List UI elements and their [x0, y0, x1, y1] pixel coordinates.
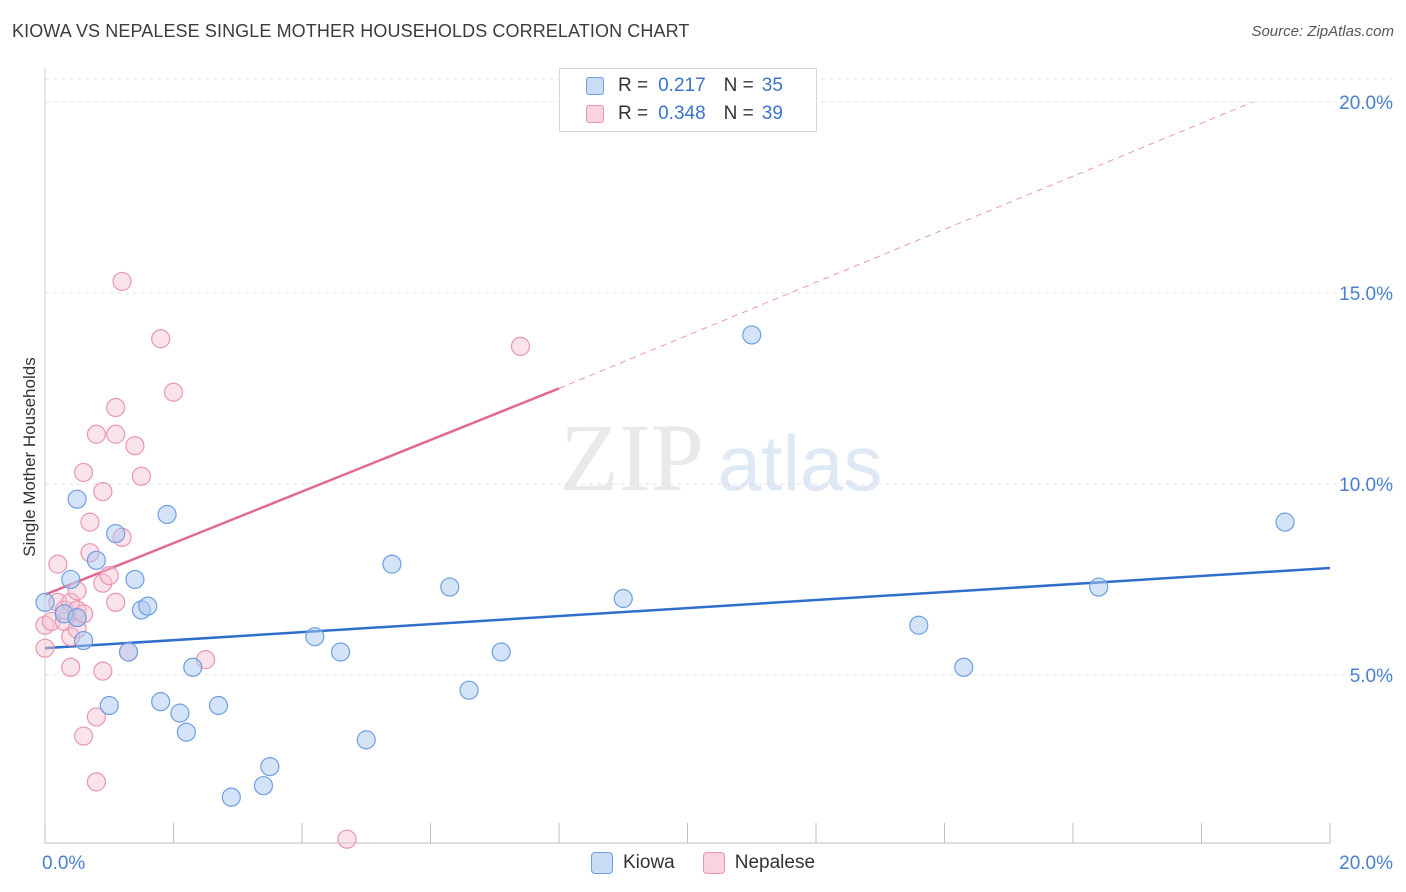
nepalese-point	[106, 397, 126, 418]
nepalese-point	[73, 462, 94, 483]
kiowa-point	[170, 703, 190, 723]
kiowa-point	[1275, 512, 1295, 532]
correlation-legend: R = 0.217 N = 35 R = 0.348 N = 39	[559, 68, 817, 132]
nepalese-legend-swatch	[702, 852, 725, 874]
nepalese-point	[35, 638, 55, 658]
nepalese-point	[163, 382, 184, 402]
nepalese-point	[86, 707, 107, 727]
nepalese-point	[99, 565, 119, 586]
nepalese-r-value: 0.348	[658, 103, 706, 124]
watermark: ZIP atlas	[560, 404, 882, 511]
kiowa-point	[151, 692, 171, 712]
kiowa-point	[742, 325, 762, 345]
nepalese-point	[337, 829, 357, 849]
y-axis-label: Single Mother Households	[20, 357, 39, 556]
r-label: R =	[618, 103, 649, 124]
nepalese-swatch	[586, 105, 604, 123]
nepalese-point	[106, 424, 126, 444]
data-points	[35, 271, 1295, 849]
kiowa-point	[253, 776, 274, 796]
kiowa-point	[125, 569, 145, 590]
kiowa-point	[440, 577, 460, 597]
nepalese-point	[80, 512, 100, 532]
kiowa-point	[330, 642, 351, 662]
legend-item-nepalese[interactable]: Nepalese	[702, 852, 816, 874]
nepalese-point	[510, 336, 531, 356]
kiowa-trend-line	[44, 566, 1331, 650]
kiowa-point	[67, 608, 87, 628]
kiowa-point	[61, 569, 81, 590]
nepalese-point	[86, 772, 107, 792]
nepalese-point	[93, 661, 113, 681]
nepalese-point	[93, 573, 113, 593]
nepalese-point	[131, 466, 151, 486]
kiowa-point	[118, 642, 139, 662]
n-label: N =	[723, 75, 754, 96]
nepalese-point	[86, 424, 107, 444]
kiowa-point	[613, 588, 633, 609]
watermark-atlas: atlas	[718, 419, 883, 507]
kiowa-point	[221, 787, 241, 807]
y-tick-label: 20.0%	[1339, 93, 1393, 114]
kiowa-legend-label: Kiowa	[622, 852, 675, 873]
r-label: R =	[618, 75, 649, 96]
nepalese-point	[73, 726, 94, 746]
kiowa-point	[1089, 577, 1109, 597]
kiowa-point	[260, 756, 280, 777]
nepalese-point	[151, 329, 171, 349]
nepalese-point	[112, 271, 132, 292]
kiowa-swatch	[586, 77, 604, 95]
kiowa-point	[157, 504, 177, 525]
legend-item-kiowa[interactable]: Kiowa	[590, 852, 675, 874]
kiowa-point	[305, 627, 325, 647]
y-tick-label: 5.0%	[1350, 666, 1393, 687]
kiowa-point	[67, 489, 87, 509]
kiowa-legend-swatch	[590, 852, 613, 874]
kiowa-r-value: 0.217	[658, 75, 706, 96]
kiowa-point	[183, 657, 203, 677]
nepalese-n-value: 39	[761, 103, 783, 124]
x-tick-labels: 0.0% 20.0%	[42, 853, 1393, 874]
nepalese-point	[93, 481, 113, 502]
axes	[44, 68, 1331, 844]
kiowa-point	[909, 615, 929, 635]
watermark-zip: ZIP	[560, 404, 704, 511]
kiowa-point	[35, 592, 55, 612]
kiowa-point	[954, 657, 974, 677]
nepalese-point	[48, 554, 68, 574]
y-tick-label: 10.0%	[1339, 475, 1393, 496]
x-tick-label-min: 0.0%	[42, 853, 85, 874]
nepalese-point	[106, 592, 126, 612]
kiowa-point	[86, 550, 107, 570]
kiowa-point	[73, 630, 94, 651]
n-label: N =	[723, 103, 754, 124]
legend-row-nepalese: R = 0.348 N = 39	[586, 101, 783, 127]
kiowa-point	[491, 642, 511, 662]
y-tick-labels: 5.0% 10.0% 15.0% 20.0%	[1339, 93, 1393, 687]
nepalese-legend-label: Nepalese	[734, 852, 816, 873]
series-legend: Kiowa Nepalese	[0, 852, 1406, 874]
nepalese-trend-extension	[558, 101, 1254, 389]
kiowa-point	[356, 730, 376, 750]
kiowa-point	[138, 596, 158, 616]
kiowa-point	[382, 554, 402, 574]
chart-title: KIOWA VS NEPALESE SINGLE MOTHER HOUSEHOL…	[12, 21, 690, 41]
kiowa-point	[106, 523, 126, 544]
kiowa-point	[208, 695, 229, 716]
kiowa-n-value: 35	[761, 75, 783, 96]
trend-lines	[44, 101, 1331, 650]
nepalese-point	[125, 436, 145, 456]
source-label: Source: ZipAtlas.com	[1251, 23, 1394, 40]
nepalese-trend-line	[44, 387, 560, 596]
grid-lines	[45, 78, 1392, 676]
kiowa-point	[176, 722, 196, 742]
x-tick-label-max: 20.0%	[1339, 853, 1393, 874]
kiowa-point	[459, 680, 479, 700]
nepalese-point	[61, 657, 81, 677]
kiowa-point	[99, 695, 119, 716]
legend-row-kiowa: R = 0.217 N = 35	[586, 73, 783, 99]
y-tick-label: 15.0%	[1339, 284, 1393, 305]
